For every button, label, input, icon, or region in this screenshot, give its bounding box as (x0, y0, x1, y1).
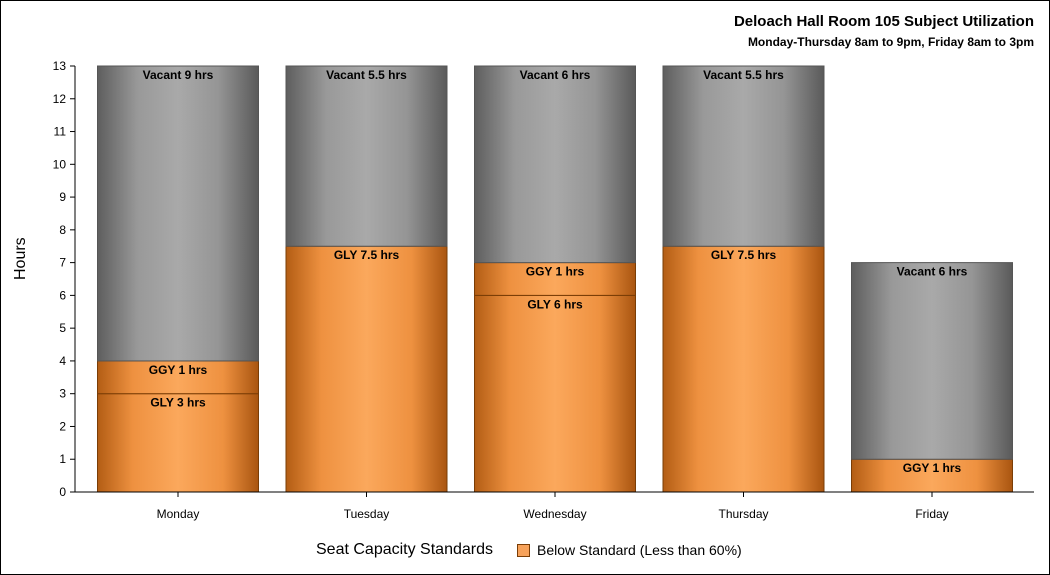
data-label-friday-vacant-6-hrs: Vacant 6 hrs (897, 265, 968, 279)
y-tick-label-8: 8 (59, 223, 66, 237)
y-tick-label-1: 1 (59, 452, 66, 466)
y-tick-label-5: 5 (59, 321, 66, 335)
y-tick-label-11: 11 (54, 125, 67, 139)
chart-subtitle: Monday-Thursday 8am to 9pm, Friday 8am t… (747, 35, 1034, 49)
x-tick-label-friday: Friday (915, 507, 948, 521)
x-tick-label-thursday: Thursday (718, 507, 768, 521)
data-label-monday-gly-3-hrs: GLY 3 hrs (150, 396, 206, 410)
data-label-tuesday-vacant-5-5-hrs: Vacant 5.5 hrs (326, 68, 407, 82)
x-tick-label-tuesday: Tuesday (344, 507, 390, 521)
y-tick-label-9: 9 (59, 190, 66, 204)
data-label-thursday-vacant-5-5-hrs: Vacant 5.5 hrs (703, 68, 784, 82)
y-tick-label-13: 13 (53, 59, 67, 73)
data-label-friday-ggy-1-hrs: GGY 1 hrs (903, 461, 962, 475)
y-tick-label-4: 4 (59, 354, 66, 368)
y-tick-label-12: 12 (53, 92, 67, 106)
data-label-thursday-gly-7-5-hrs: GLY 7.5 hrs (711, 248, 777, 262)
data-label-wednesday-gly-6-hrs: GLY 6 hrs (527, 297, 583, 311)
bar-segment-thursday-gly-7-5-hrs (662, 245, 825, 493)
data-label-wednesday-vacant-6-hrs: Vacant 6 hrs (520, 68, 591, 82)
bar-segment-monday-vacant-9-hrs (97, 65, 259, 362)
y-tick-label-10: 10 (53, 157, 67, 171)
data-label-tuesday-gly-7-5-hrs: GLY 7.5 hrs (334, 248, 400, 262)
bar-segment-monday-ggy-1-hrs (97, 360, 259, 395)
bar-segment-wednesday-gly-6-hrs (474, 294, 636, 493)
x-tick-label-wednesday: Wednesday (523, 507, 586, 521)
x-tick-label-monday: Monday (157, 507, 200, 521)
y-tick-label-2: 2 (59, 419, 66, 433)
data-label-monday-ggy-1-hrs: GGY 1 hrs (149, 363, 208, 377)
bar-segment-friday-vacant-6-hrs (851, 262, 1013, 460)
y-tick-label-7: 7 (59, 256, 66, 270)
data-label-wednesday-ggy-1-hrs: GGY 1 hrs (526, 265, 585, 279)
bar-segment-tuesday-vacant-5-5-hrs (285, 65, 448, 247)
data-label-monday-vacant-9-hrs: Vacant 9 hrs (143, 68, 214, 82)
bar-segment-monday-gly-3-hrs (97, 393, 259, 493)
bar-segment-thursday-vacant-5-5-hrs (662, 65, 825, 247)
chart-title: Deloach Hall Room 105 Subject Utilizatio… (733, 13, 1034, 30)
legend: Seat Capacity Standards Below Standard (… (316, 541, 742, 559)
y-tick-label-0: 0 (59, 485, 66, 499)
legend-item-below-standard: Below Standard (Less than 60%) (537, 542, 742, 558)
y-tick-label-6: 6 (59, 288, 66, 302)
y-tick-label-3: 3 (59, 387, 66, 401)
legend-swatch-below-standard (517, 543, 530, 557)
bar-segment-wednesday-vacant-6-hrs (474, 65, 636, 264)
bar-segment-tuesday-gly-7-5-hrs (285, 245, 448, 493)
legend-title: Seat Capacity Standards (316, 541, 493, 558)
